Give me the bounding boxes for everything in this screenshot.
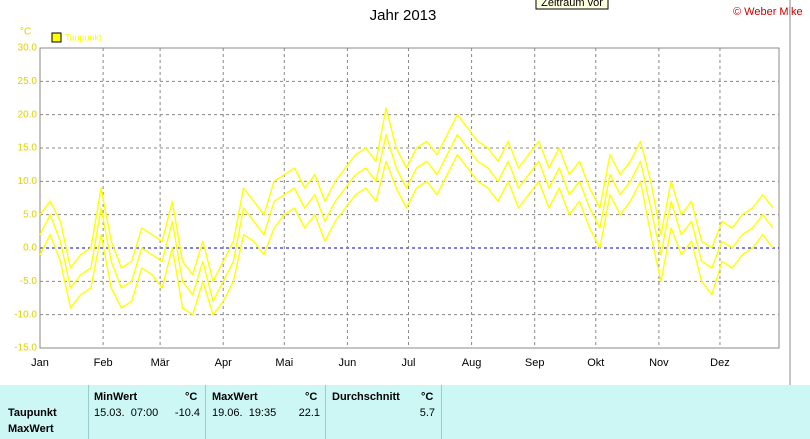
data-line: [39, 107, 774, 283]
copyright: © Weber Mike: [733, 6, 803, 18]
header: °C: [185, 391, 198, 403]
x-tick-label: Jul: [401, 357, 415, 369]
tooltip-button[interactable]: [535, 0, 609, 10]
y-tick-label: -15.0: [14, 343, 37, 354]
x-tick-label: Jan: [31, 357, 49, 369]
x-tick-label: Dez: [710, 357, 730, 369]
x-tick-label: Okt: [587, 357, 604, 369]
row-label: Taupunkt: [8, 407, 57, 419]
min-time: 15.03. 07:00: [94, 407, 159, 419]
row-label: MaxWert: [8, 423, 54, 435]
x-tick-label: Jun: [339, 357, 357, 369]
header: °C: [305, 391, 318, 403]
x-tick-label: Sep: [525, 357, 545, 369]
header: MinWert: [94, 391, 138, 403]
y-tick-label: 15.0: [18, 143, 38, 154]
plot-area: [39, 47, 780, 349]
min-value: -10.4: [174, 407, 200, 419]
mean-value: 5.7: [419, 407, 435, 419]
chart: Zeitraum vor © Weber Mike Jahr 2013 °C -…: [14, 0, 803, 385]
tooltip-text[interactable]: Zeitraum vor: [541, 0, 603, 9]
header: Durchschnitt: [332, 391, 400, 403]
y-tick-label: 25.0: [18, 76, 38, 87]
y-tick-label: -5.0: [20, 276, 38, 287]
x-tick-label: Apr: [215, 357, 232, 369]
y-tick-label: 30.0: [18, 43, 38, 54]
data-line: [39, 133, 774, 303]
legend-label: Taupunkt: [65, 32, 102, 42]
header: °C: [421, 391, 434, 403]
y-tick-label: 20.0: [18, 109, 38, 120]
header: MaxWert: [212, 391, 258, 403]
x-tick-label: Aug: [462, 357, 482, 369]
y-tick-label: 5.0: [23, 209, 37, 220]
y-tick-label: -10.0: [14, 309, 37, 320]
y-axis-label: °C: [20, 27, 31, 38]
y-tick-label: 10.0: [18, 176, 38, 187]
y-tick-label: 0.0: [23, 243, 37, 254]
data-line: [39, 153, 774, 316]
x-tick-label: Mär: [151, 357, 170, 369]
x-tick-label: Feb: [94, 357, 113, 369]
max-time: 19.06. 19:35: [212, 407, 277, 419]
chart-title: Jahr 2013: [370, 7, 437, 24]
x-tick-label: Mai: [275, 357, 293, 369]
x-tick-label: Nov: [649, 357, 669, 369]
summary-panel: MinWert °C MaxWert °C Durchschnitt °C Ta…: [0, 385, 810, 439]
legend-swatch: [51, 32, 62, 43]
max-value: 22.1: [298, 407, 320, 419]
